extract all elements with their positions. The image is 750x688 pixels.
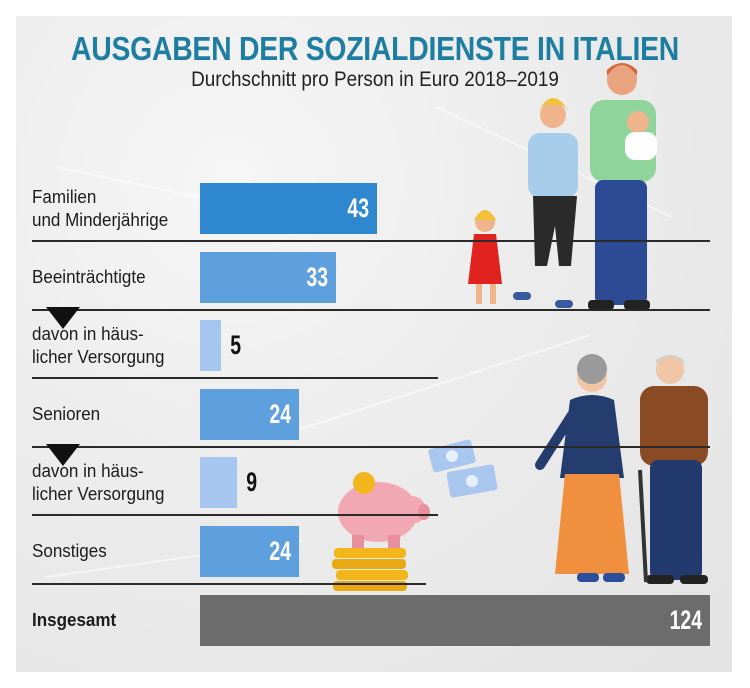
bar bbox=[200, 388, 299, 440]
bar-value-label: 24 bbox=[269, 398, 291, 429]
bar-value-label: 9 bbox=[246, 467, 258, 498]
down-triangle-icon bbox=[46, 307, 80, 330]
piggy-bank-icon bbox=[338, 472, 430, 549]
banknotes-icon bbox=[428, 439, 498, 498]
bar-value-label: 124 bbox=[669, 604, 702, 635]
bar bbox=[200, 183, 377, 234]
down-triangle-icon bbox=[46, 444, 80, 467]
chart-subtitle: Durchschnitt pro Person in Euro 2018–201… bbox=[191, 68, 559, 91]
row-divider bbox=[32, 514, 438, 517]
row-label: Familien und Minderjährige bbox=[32, 186, 169, 230]
bar-value-label: 24 bbox=[269, 536, 291, 566]
row-label: Sonstiges bbox=[32, 540, 107, 561]
row-divider bbox=[32, 583, 426, 585]
row-label: Insgesamt bbox=[32, 608, 117, 630]
row-divider bbox=[32, 240, 710, 242]
row-divider bbox=[32, 308, 710, 311]
bar bbox=[200, 526, 299, 577]
bar bbox=[200, 457, 238, 509]
bar-value-label: 43 bbox=[347, 193, 369, 223]
row-divider bbox=[32, 377, 438, 380]
row-label: davon in häus- licher Versorgung bbox=[32, 323, 165, 368]
row-label: Senioren bbox=[32, 402, 101, 424]
chart-title: AUSGABEN DER SOZIALDIENSTE IN ITALIEN bbox=[70, 30, 680, 67]
bar-value-label: 5 bbox=[229, 330, 241, 361]
total-bar bbox=[200, 594, 710, 646]
bar bbox=[200, 320, 221, 372]
row-label: Beeinträchtigte bbox=[32, 265, 146, 287]
row-label: davon in häus- licher Versorgung bbox=[32, 460, 165, 505]
bar-value-label: 33 bbox=[306, 261, 328, 292]
bar bbox=[200, 251, 336, 303]
elderly-couple-illustration bbox=[535, 354, 708, 584]
row-divider bbox=[32, 445, 710, 448]
family-illustration bbox=[468, 63, 657, 310]
